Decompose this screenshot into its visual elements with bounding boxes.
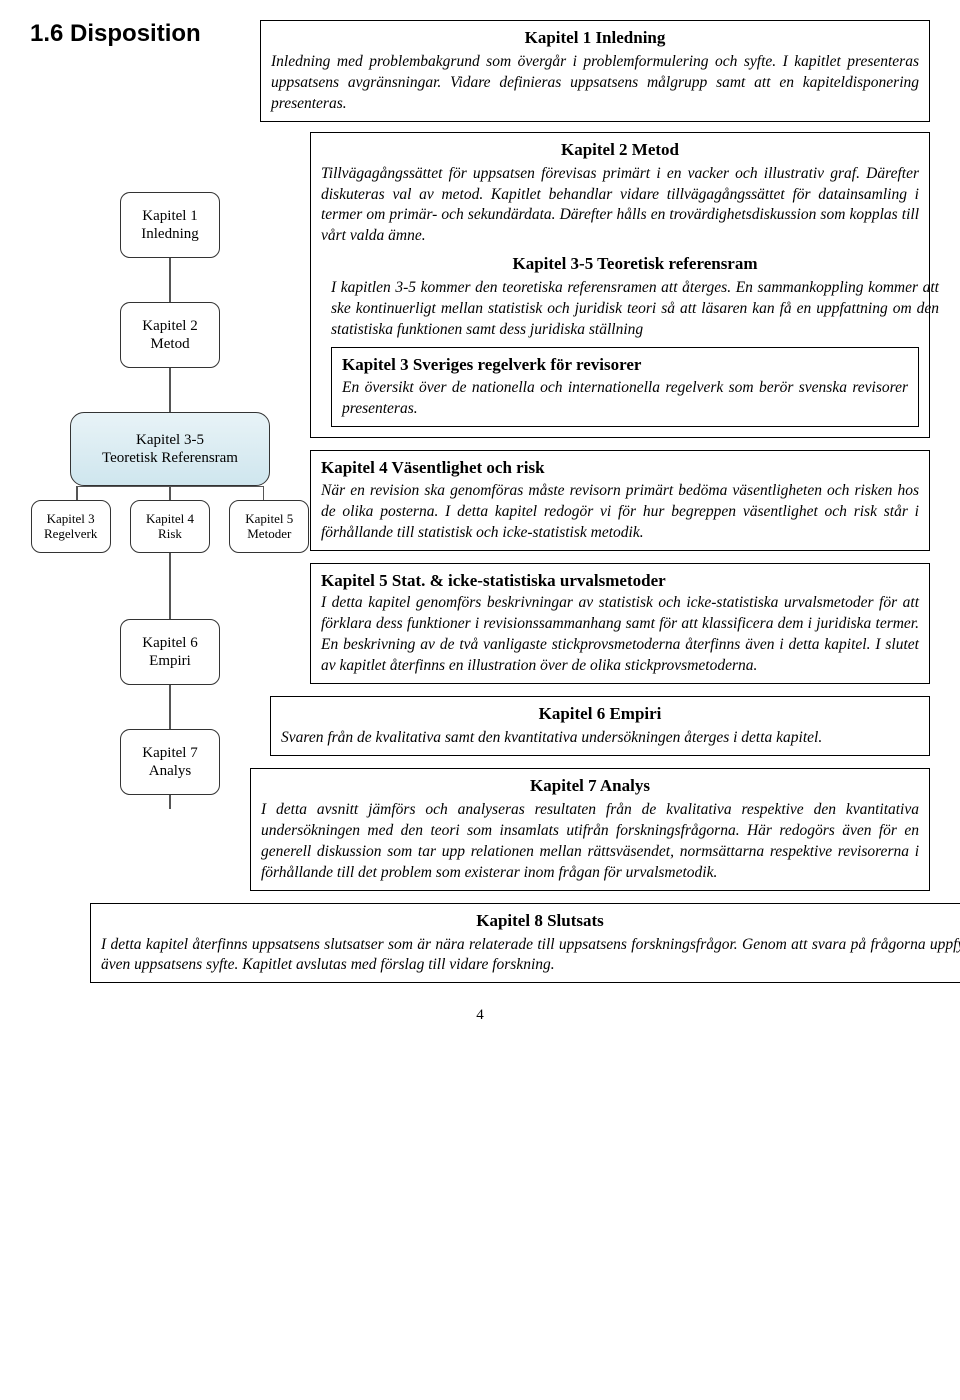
box4-title: Kapitel 4 Väsentlighet och risk [321, 457, 919, 480]
flow-node-kapitel-3-5: Kapitel 3-5 Teoretisk Referensram [70, 412, 270, 486]
box3a-body: En översikt över de nationella och inter… [342, 378, 908, 420]
flowchart: Kapitel 1 Inledning Kapitel 2 Metod Kapi… [30, 132, 310, 809]
box5-title: Kapitel 5 Stat. & icke-statistiska urval… [321, 570, 919, 593]
box7-title: Kapitel 7 Analys [261, 775, 919, 798]
box4-body: När en revision ska genomföras måste rev… [321, 481, 919, 544]
box8-title: Kapitel 8 Slutsats [101, 910, 960, 933]
flow-node-kapitel-2: Kapitel 2 Metod [120, 302, 220, 368]
page-number: 4 [30, 1007, 930, 1024]
box2-title: Kapitel 2 Metod [321, 139, 919, 162]
box-kapitel-5: Kapitel 5 Stat. & icke-statistiska urval… [310, 563, 930, 685]
box2-body: Tillvägagångssättet för uppsatsen förevi… [321, 164, 919, 248]
box-kapitel-6: Kapitel 6 Empiri Svaren från de kvalitat… [270, 696, 930, 756]
box-kapitel-8: Kapitel 8 Slutsats I detta kapitel återf… [90, 903, 960, 984]
box-kapitel-4: Kapitel 4 Väsentlighet och risk När en r… [310, 450, 930, 551]
box3-body: I kapitlen 3-5 kommer den teoretiska ref… [331, 278, 939, 341]
box5-body: I detta kapitel genomförs beskrivningar … [321, 593, 919, 677]
flow-node-kapitel-5: Kapitel 5 Metoder [229, 500, 309, 553]
flow-node-kapitel-1: Kapitel 1 Inledning [120, 192, 220, 258]
box-kapitel-3a: Kapitel 3 Sveriges regelverk för revisor… [331, 347, 919, 427]
box8-body: I detta kapitel återfinns uppsatsens slu… [101, 935, 960, 977]
flow-node-kapitel-7: Kapitel 7 Analys [120, 729, 220, 795]
box-kapitel-7: Kapitel 7 Analys I detta avsnitt jämförs… [250, 768, 930, 891]
box7-body: I detta avsnitt jämförs och analyseras r… [261, 800, 919, 884]
box-kapitel-2: Kapitel 2 Metod Tillvägagångssättet för … [310, 132, 930, 438]
box6-body: Svaren från de kvalitativa samt den kvan… [281, 728, 919, 749]
flow-node-kapitel-3: Kapitel 3 Regelverk [31, 500, 111, 553]
box1-title: Kapitel 1 Inledning [271, 27, 919, 50]
box3-title: Kapitel 3-5 Teoretisk referensram [331, 253, 939, 276]
box1-body: Inledning med problembakgrund som övergå… [271, 52, 919, 115]
section-heading: 1.6 Disposition [30, 20, 240, 48]
flow-node-kapitel-4: Kapitel 4 Risk [130, 500, 210, 553]
box3a-title: Kapitel 3 Sveriges regelverk för revisor… [342, 354, 908, 377]
flow-node-kapitel-6: Kapitel 6 Empiri [120, 619, 220, 685]
box6-title: Kapitel 6 Empiri [281, 703, 919, 726]
box-kapitel-1: Kapitel 1 Inledning Inledning med proble… [260, 20, 930, 122]
